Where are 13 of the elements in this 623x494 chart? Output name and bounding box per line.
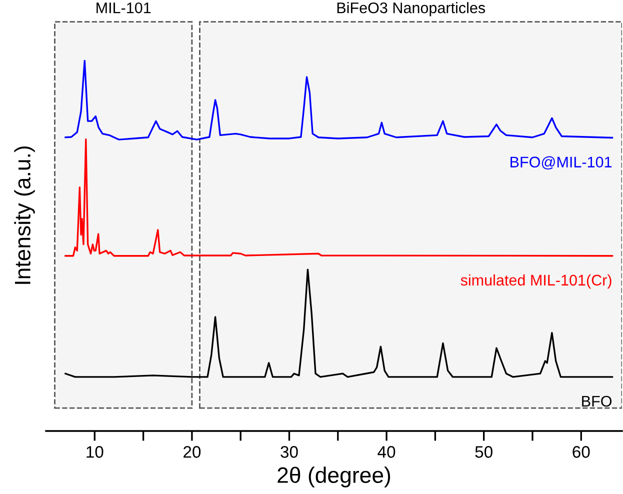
x-tick-label: 10 (86, 446, 104, 458)
y-axis-title: Intensity (a.u.) (14, 146, 35, 284)
x-tick-label: 40 (378, 446, 396, 458)
x-tick-label: 50 (475, 446, 492, 458)
x-tick-label: 60 (572, 446, 590, 458)
x-tick-label: 30 (280, 446, 298, 458)
series-label: simulated MIL-101(Cr) (460, 274, 612, 289)
series-label: BFO@MIL-101 (510, 156, 612, 170)
x-tick-label: 20 (184, 446, 201, 458)
band-label: BiFeO3 Nanoparticles (337, 2, 486, 16)
series-label: BFO (582, 396, 612, 407)
x-axis-title: 2θ (degree) (278, 466, 390, 488)
band-label: MIL-101 (96, 2, 151, 14)
